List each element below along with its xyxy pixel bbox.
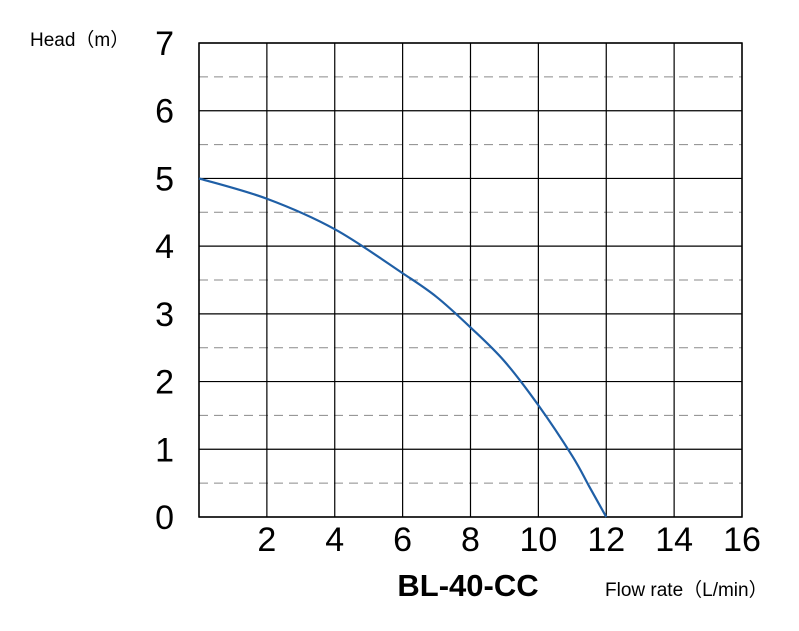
y-tick-label: 7 <box>155 25 174 63</box>
y-tick-label: 5 <box>155 160 174 198</box>
x-tick-labels: 2 4 6 8 10 12 14 16 <box>257 521 761 559</box>
head-flow-curve <box>198 177 608 518</box>
x-axis-label: Flow rate（L/min） <box>605 579 768 601</box>
x-tick-label: 14 <box>655 521 693 559</box>
x-tick-label: 12 <box>587 521 625 559</box>
x-tick-label: 10 <box>519 521 557 559</box>
x-tick-label: 4 <box>325 521 344 559</box>
y-axis-label: Head（m） <box>30 29 129 51</box>
y-tick-label: 0 <box>155 499 174 537</box>
y-tick-label: 6 <box>155 93 174 131</box>
y-tick-label: 4 <box>155 228 174 266</box>
major-gridlines <box>198 42 743 518</box>
x-tick-label: 6 <box>393 521 412 559</box>
x-tick-label: 2 <box>257 521 276 559</box>
y-tick-label: 3 <box>155 296 174 334</box>
chart-title: BL-40-CC <box>397 568 538 603</box>
x-tick-label: 8 <box>461 521 480 559</box>
y-tick-labels: 0 1 2 3 4 5 6 7 <box>155 25 174 537</box>
plot-frame <box>198 42 743 518</box>
y-tick-label: 1 <box>155 431 174 469</box>
x-tick-label: 16 <box>723 521 761 559</box>
y-tick-label: 2 <box>155 364 174 402</box>
